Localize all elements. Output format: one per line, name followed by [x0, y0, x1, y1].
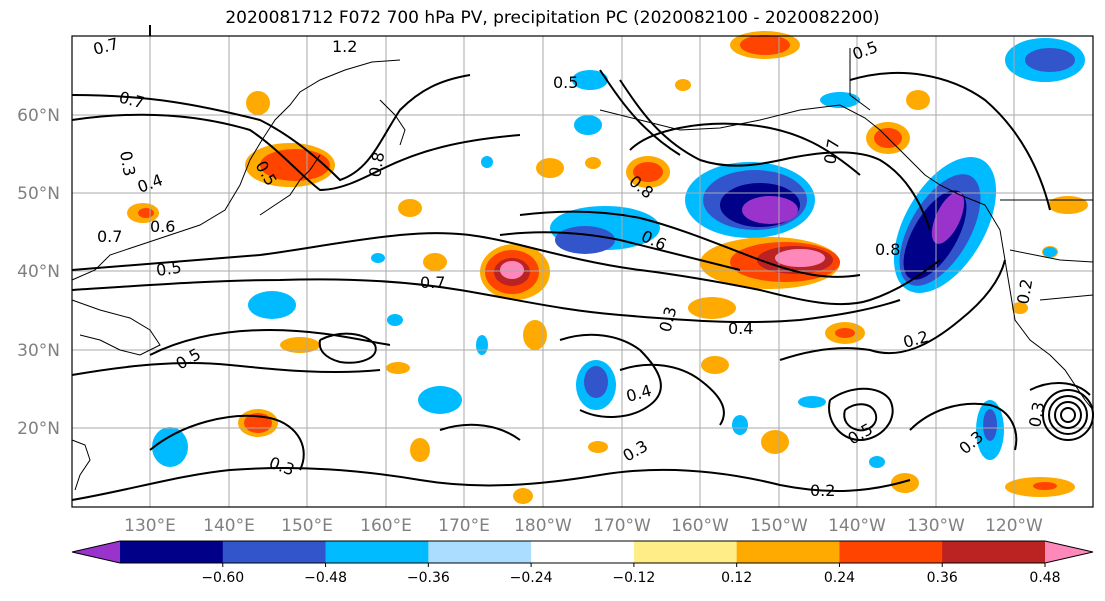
lon-label: 140°W: [828, 516, 886, 536]
pv-contours: [71, 25, 1091, 501]
lat-label-50n: 50°N: [17, 184, 60, 204]
lon-label: 160°W: [671, 516, 729, 536]
longitude-labels: 130°E 140°E 150°E 160°E 170°E 180°W 170°…: [124, 516, 1043, 536]
colorbar-extend-high: [1045, 541, 1093, 563]
lon-label: 120°W: [985, 516, 1043, 536]
lon-label: 150°W: [750, 516, 808, 536]
colorbar-cell: [942, 541, 1046, 563]
colorbar-cell: [736, 541, 840, 563]
coastlines: [71, 48, 1094, 491]
colorbar-cell: [633, 541, 738, 563]
contour-label: 0.7: [97, 227, 122, 246]
colorbar-tick-label: 0.48: [1029, 570, 1060, 586]
colorbar-tick-label: −0.60: [201, 570, 244, 586]
lat-label-30n: 30°N: [17, 341, 60, 361]
colorbar-cell: [428, 541, 532, 563]
map-title: 2020081712 F072 700 hPa PV, precipitatio…: [225, 8, 880, 28]
lon-label: 140°E: [203, 516, 255, 536]
contour-label: 0.7: [820, 137, 843, 165]
lon-label: 170°E: [438, 516, 490, 536]
colorbar-cell: [222, 541, 327, 563]
contour-label: 0.4: [728, 319, 753, 338]
colorbar-cell: [325, 541, 429, 563]
colorbar: −0.60 −0.48 −0.36 −0.24 −0.12 0.12 0.24 0.36 0.4…: [71, 540, 1094, 586]
latitude-labels: 60°N 50°N 40°N 30°N 20°N: [17, 106, 60, 439]
contour-label: 0.3: [1025, 400, 1048, 428]
lon-label: 180°W: [514, 516, 572, 536]
colorbar-tick-label: 0.12: [721, 570, 752, 586]
lon-label: 130°W: [907, 516, 965, 536]
lat-label-20n: 20°N: [17, 419, 60, 439]
contour-label: 0.8: [365, 150, 388, 178]
lon-label: 170°W: [593, 516, 651, 536]
colorbar-tick-label: −0.36: [407, 570, 450, 586]
lon-label: 160°E: [360, 516, 412, 536]
contour-label: 0.2: [1013, 277, 1036, 305]
contour-label: 0.8: [875, 240, 900, 259]
colorbar-tick-label: −0.24: [510, 570, 553, 586]
contour-label: 0.6: [150, 217, 175, 236]
colorbar-extend-low: [72, 541, 120, 563]
contour-label: 0.5: [155, 258, 183, 280]
colorbar-cell: [531, 541, 635, 563]
colorbar-tick-label: 0.36: [927, 570, 958, 586]
contour-label: 0.7: [420, 273, 445, 292]
lat-label-40n: 40°N: [17, 262, 60, 282]
colorbar-cell: [120, 541, 224, 563]
contour-label: 0.2: [810, 481, 835, 500]
colorbar-cell: [839, 541, 943, 563]
colorbar-tick-label: −0.48: [304, 570, 347, 586]
lon-label: 130°E: [124, 516, 176, 536]
colorbar-outline: [71, 540, 1094, 564]
contour-label: 0.5: [553, 73, 578, 92]
colorbar-tick-label: 0.24: [824, 570, 855, 586]
map-panel: 0.7 1.2 0.5 0.7 0.3 0.5 0.4 0.6 0.7 0.5 …: [71, 25, 1094, 508]
lat-label-60n: 60°N: [17, 106, 60, 126]
lon-label: 150°E: [281, 516, 333, 536]
colorbar-tick-label: −0.12: [612, 570, 655, 586]
precip-anomaly-fill: [127, 31, 1088, 504]
contour-label: 0.3: [116, 149, 139, 177]
contour-label: 1.2: [332, 37, 357, 56]
